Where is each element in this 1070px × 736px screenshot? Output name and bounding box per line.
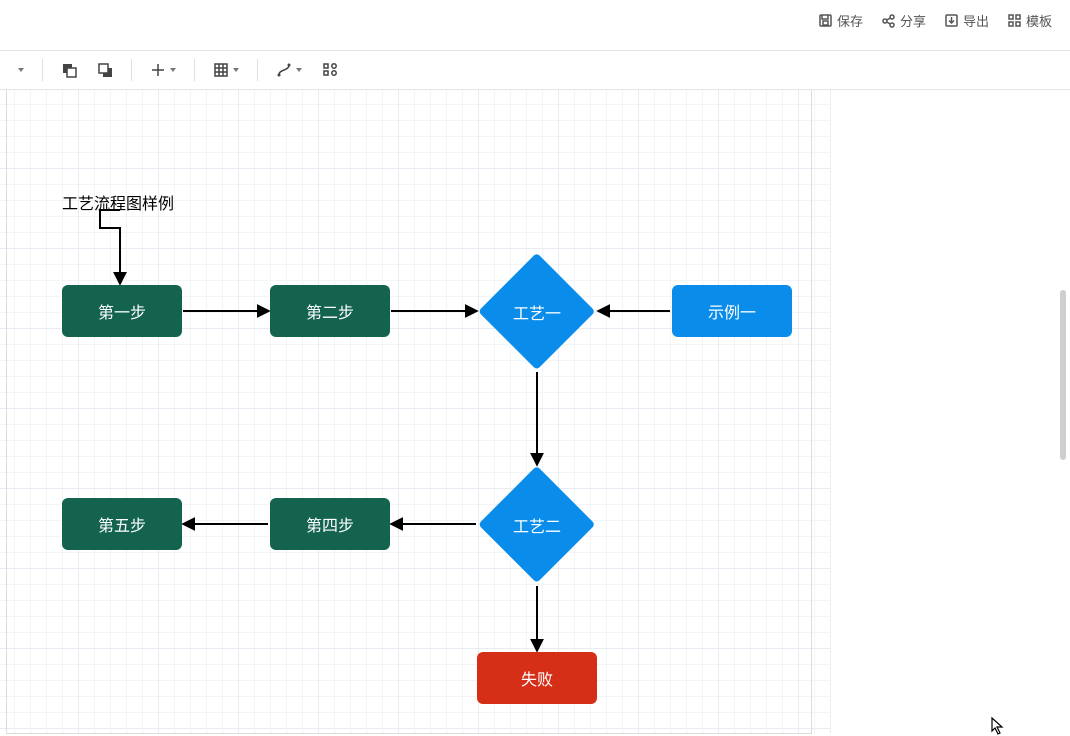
node-step5[interactable]: 第五步 xyxy=(62,498,182,550)
save-button[interactable]: 保存 xyxy=(818,11,863,30)
connector-button[interactable] xyxy=(270,58,308,82)
share-label: 分享 xyxy=(900,11,926,30)
node-ex1[interactable]: 示例一 xyxy=(672,285,792,337)
node-proc2[interactable]: 工艺二 xyxy=(495,483,578,566)
bring-front-icon xyxy=(61,62,77,78)
connector-icon xyxy=(276,62,292,78)
template-label: 模板 xyxy=(1026,11,1052,30)
scrollbar-thumb[interactable] xyxy=(1060,290,1066,460)
node-step2[interactable]: 第二步 xyxy=(270,285,390,337)
shapes-button[interactable] xyxy=(316,58,344,82)
share-button[interactable]: 分享 xyxy=(881,11,926,30)
side-panel xyxy=(830,90,1070,734)
page-sheet xyxy=(6,90,812,734)
shapes-icon xyxy=(322,62,338,78)
node-label: 工艺一 xyxy=(495,270,578,353)
export-button[interactable]: 导出 xyxy=(944,11,989,30)
flowchart-title: 工艺流程图样例 xyxy=(62,190,174,214)
save-icon xyxy=(818,13,833,28)
add-button[interactable] xyxy=(144,58,182,82)
save-label: 保存 xyxy=(837,11,863,30)
template-icon xyxy=(1007,13,1022,28)
toolbar-dropdown-1[interactable] xyxy=(8,64,30,76)
send-back-icon xyxy=(97,62,113,78)
share-icon xyxy=(881,13,896,28)
canvas[interactable]: 工艺流程图样例第一步 第二步 工艺一 示例一工艺二 第四步 第五步失败 xyxy=(0,90,830,734)
grid-button[interactable] xyxy=(207,58,245,82)
workspace: 工艺流程图样例第一步 第二步 工艺一 示例一工艺二 第四步 第五步失败 xyxy=(0,90,1070,734)
template-button[interactable]: 模板 xyxy=(1007,11,1052,30)
node-fail[interactable]: 失败 xyxy=(477,652,597,704)
export-icon xyxy=(944,13,959,28)
node-label: 工艺二 xyxy=(495,483,578,566)
node-step1[interactable]: 第一步 xyxy=(62,285,182,337)
toolbar xyxy=(0,50,1070,90)
export-label: 导出 xyxy=(963,11,989,30)
grid-icon xyxy=(213,62,229,78)
bring-front-button[interactable] xyxy=(55,58,83,82)
node-proc1[interactable]: 工艺一 xyxy=(495,270,578,353)
node-step4[interactable]: 第四步 xyxy=(270,498,390,550)
send-back-button[interactable] xyxy=(91,58,119,82)
top-menu-bar: 保存 分享 导出 模板 xyxy=(0,0,1070,40)
mouse-cursor-icon xyxy=(990,716,1006,736)
plus-icon xyxy=(150,62,166,78)
